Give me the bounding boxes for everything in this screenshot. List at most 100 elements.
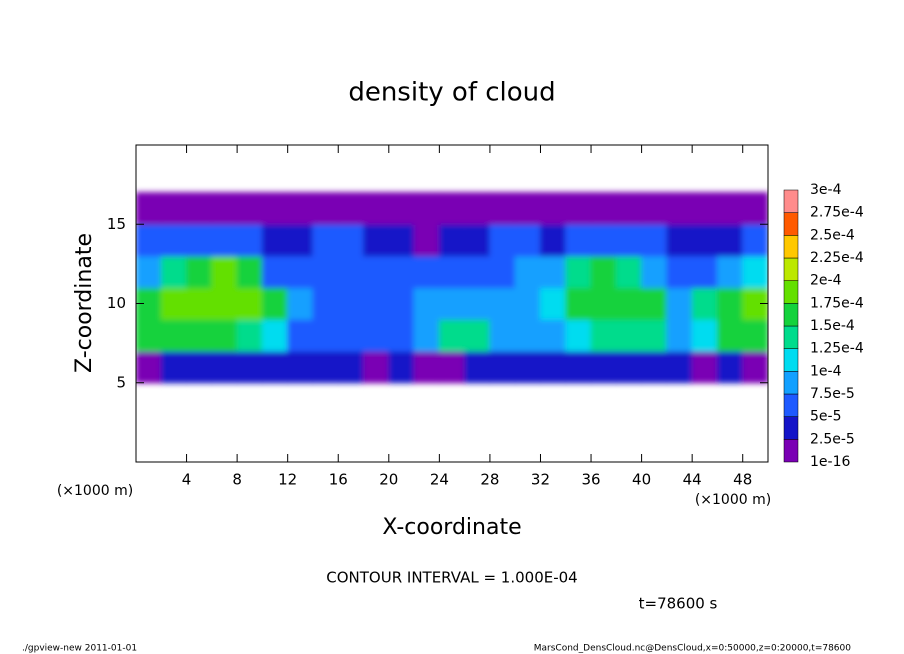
x-tick-label: 16: [329, 471, 348, 489]
colorbar-label: 2.75e-4: [810, 205, 864, 221]
colorbar-swatch: [783, 235, 799, 259]
x-tick-label: 44: [683, 471, 702, 489]
cell: [413, 255, 440, 289]
cell: [413, 318, 440, 352]
x-axis-label: X-coordinate: [382, 515, 521, 540]
cell: [641, 192, 668, 225]
colorbar-label: 7.5e-5: [810, 386, 855, 402]
cell: [590, 223, 617, 257]
cell: [236, 192, 263, 225]
cell: [539, 287, 567, 320]
cell: [363, 287, 390, 320]
cell: [641, 287, 668, 320]
cell: [136, 255, 162, 289]
cell: [539, 223, 567, 257]
cell: [388, 192, 415, 225]
cell: [716, 287, 744, 320]
cell: [716, 192, 744, 225]
colorbar-label: 2.5e-5: [810, 431, 855, 447]
cell: [565, 192, 592, 225]
cell: [742, 350, 768, 384]
cell: [363, 318, 390, 352]
cell: [489, 223, 516, 257]
cell: [641, 223, 668, 257]
cell: [287, 192, 314, 225]
cell: [287, 287, 314, 320]
cell: [261, 255, 289, 289]
cell: [186, 255, 213, 289]
x-tick-label: 28: [480, 471, 499, 489]
cell: [615, 255, 643, 289]
cell: [590, 192, 617, 225]
cell: [489, 192, 516, 225]
cell: [691, 223, 718, 257]
cell: [590, 318, 617, 352]
colorbar-label: 2.5e-4: [810, 227, 855, 243]
colorbar-swatch: [783, 325, 799, 349]
cell: [413, 287, 440, 320]
cell: [136, 350, 162, 384]
footer: ./gpview-new 2011-01-01: [22, 644, 137, 654]
cell: [363, 350, 390, 384]
heatmap: [136, 192, 768, 384]
cell: [211, 223, 238, 257]
colorbar-label: 3e-4: [810, 182, 842, 198]
x-tick-label: 24: [430, 471, 449, 489]
cell: [565, 287, 592, 320]
cell: [464, 287, 491, 320]
cell: [590, 350, 617, 384]
colorbar-swatch: [783, 371, 799, 395]
cell: [514, 223, 541, 257]
colorbar-swatch: [783, 439, 799, 463]
cell: [489, 287, 516, 320]
cell: [261, 350, 289, 384]
cell: [312, 318, 339, 352]
cell: [641, 255, 668, 289]
cell: [438, 350, 466, 384]
cell: [236, 350, 263, 384]
colorbar-swatch: [783, 416, 799, 440]
cell: [388, 255, 415, 289]
cell: [236, 318, 263, 352]
cell: [186, 287, 213, 320]
cell: [287, 223, 314, 257]
x-tick-label: 32: [531, 471, 550, 489]
y-tick-label: 5: [116, 373, 126, 391]
cell: [211, 192, 238, 225]
cell: [312, 223, 339, 257]
cell: [312, 192, 339, 225]
cell: [413, 192, 440, 225]
x-tick-label: 4: [182, 471, 192, 489]
y-axis-label: Z-coordinate: [72, 233, 97, 373]
cell: [261, 287, 289, 320]
cell: [691, 318, 718, 352]
cell: [565, 223, 592, 257]
cell: [211, 318, 238, 352]
cell: [489, 318, 516, 352]
cell: [261, 318, 289, 352]
cell: [413, 350, 440, 384]
cell: [337, 192, 365, 225]
colorbar-label: 1e-4: [810, 363, 842, 379]
cell: [287, 255, 314, 289]
cell: [186, 223, 213, 257]
cell: [742, 223, 768, 257]
cell: [615, 350, 643, 384]
cell: [388, 223, 415, 257]
cell: [186, 192, 213, 225]
x-tick-label: 36: [581, 471, 600, 489]
cell: [514, 287, 541, 320]
cell: [565, 318, 592, 352]
colorbar-swatch: [783, 212, 799, 236]
cell: [438, 223, 466, 257]
cell: [261, 192, 289, 225]
cell: [716, 318, 744, 352]
x-tick-label: 20: [379, 471, 398, 489]
cell: [716, 350, 744, 384]
cell: [666, 223, 693, 257]
cell: [464, 192, 491, 225]
cell: [438, 287, 466, 320]
colorbar-label: 1.5e-4: [810, 318, 855, 334]
cell: [160, 223, 188, 257]
cell: [287, 350, 314, 384]
